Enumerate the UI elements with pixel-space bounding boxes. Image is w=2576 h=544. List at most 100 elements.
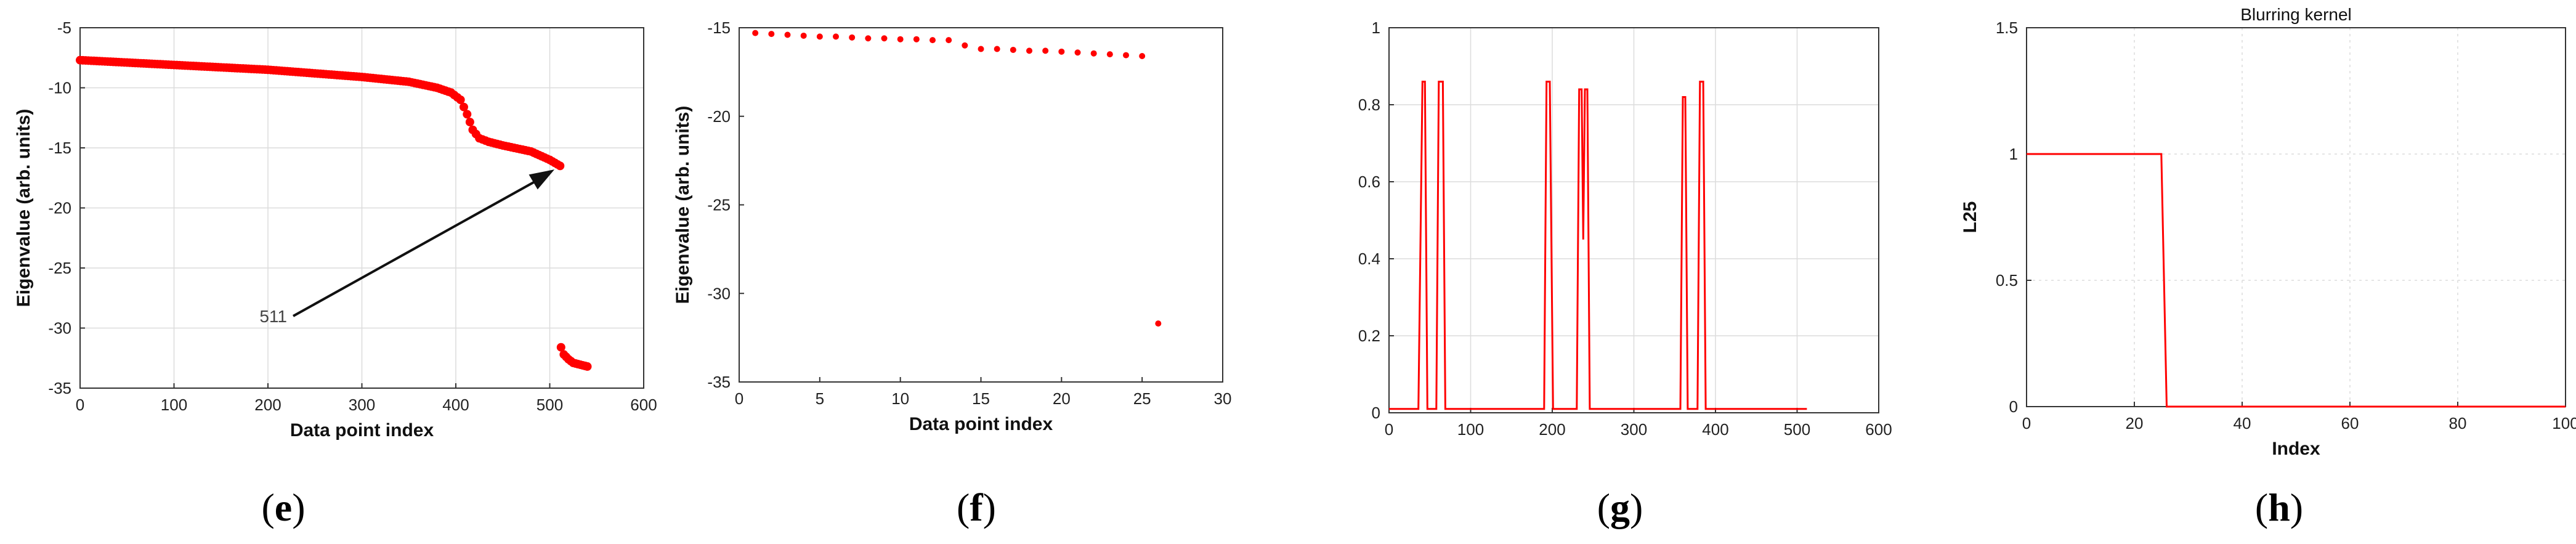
y-tick-label: -15 [48,139,71,157]
data-point [849,34,856,41]
y-tick-label: -20 [707,107,731,126]
y-tick-label: 0.8 [1358,95,1380,114]
data-point [768,31,775,38]
data-point [1123,52,1129,59]
data-point [556,161,565,171]
panel-tag-letter: f [970,485,983,529]
panel-tag: (h) [2255,485,2303,529]
panel-tag-letter: e [275,485,292,529]
y-tick-label: 0 [1372,404,1380,422]
data-point [962,42,968,49]
data-point [1074,49,1081,56]
panel-tag-close: ) [983,485,996,529]
plot-title: Blurring kernel [2240,5,2352,24]
panel-tag-letter: g [1610,485,1630,529]
y-tick-label: 0.5 [1996,271,2018,290]
x-tick-label: 0 [735,389,743,408]
data-point [930,37,936,44]
y-tick-label: 1 [1372,18,1380,37]
y-tick-label: -35 [48,379,71,397]
panel-tag-close: ) [1630,485,1643,529]
x-tick-label: 30 [1214,389,1232,408]
y-tick-label: -5 [57,18,71,37]
series-line [2027,153,2566,408]
y-tick-label: 0.4 [1358,250,1380,268]
plot-area [2027,28,2566,407]
x-tick-label: 60 [2341,414,2359,432]
data-point [1026,47,1032,54]
data-point [459,102,468,112]
x-tick-label: 25 [1133,389,1151,408]
panel-g: 0 100 200 300 400 500 600 0 0.2 0.4 0.6 0.8 1 (g) [1358,18,1892,529]
panel-tag: (g) [1597,485,1643,529]
data-point [913,36,920,43]
data-point [1139,53,1146,59]
x-tick-label: 100 [1457,420,1484,439]
y-tick-label: -35 [707,373,731,391]
panel-tag-close: ) [2290,485,2303,529]
y-axis-label: Eigenvalue (arb. units) [14,109,34,307]
y-tick-label: -25 [707,196,731,214]
data-point [752,30,759,36]
panel-tag-open: ( [957,485,970,529]
data-point [1058,48,1065,55]
y-tick-label: -10 [48,79,71,97]
y-tick-label: -30 [48,319,71,338]
panel-tag-open: ( [261,485,274,529]
plot-area [739,28,1223,382]
y-tick-label: 0.6 [1358,173,1380,191]
x-tick-label: 100 [2552,414,2576,432]
data-point [1042,47,1049,54]
data-point [784,31,791,38]
x-tick-label: 20 [2126,414,2144,432]
panel-tag-open: ( [2255,485,2268,529]
data-point [881,35,888,42]
annotation-label: 511 [259,307,287,326]
data-point [456,95,465,104]
x-tick-label: 10 [891,389,909,408]
series-line [1389,81,1807,410]
panel-e: 0 100 200 300 400 500 600 -5 -10 -15 -20 -25 -30 -35 D… [14,18,657,529]
data-point [1090,50,1097,57]
annotation-arrow-head [529,169,555,190]
data-point [978,46,984,52]
panel-tag: (f) [957,485,996,529]
x-tick-label: 400 [1702,420,1728,439]
x-tick-label: 0 [2022,414,2031,432]
x-tick-label: 20 [1053,389,1071,408]
data-point [865,35,872,42]
y-tick-label: -30 [707,284,731,302]
x-tick-label: 400 [442,396,469,414]
data-point [465,118,474,127]
x-tick-label: 600 [1865,420,1892,439]
panel-h: 0 20 40 60 80 100 0 0.5 1 1.5 Index L25 Blurring ker… [1960,5,2576,529]
y-tick-label: 1 [2009,145,2018,163]
data-point [946,37,952,44]
panel-tag: (e) [261,485,305,529]
data-point [583,362,592,371]
x-tick-label: 300 [1621,420,1647,439]
data-point [463,110,472,119]
x-tick-label: 40 [2234,414,2251,432]
data-point [1155,320,1162,327]
panel-tag-close: ) [292,485,305,529]
panel-f: 0 5 10 15 20 25 30 -15 -20 -25 -30 -35 Data point in… [673,18,1231,529]
y-tick-label: -20 [48,199,71,217]
data-point [1106,51,1113,58]
x-tick-label: 80 [2449,414,2467,432]
data-point [556,343,565,352]
y-axis-label: L25 [1960,201,1980,233]
annotation-arrow-shaft [293,176,545,317]
y-tick-label: 1.5 [1996,18,2018,37]
data-point [994,46,1000,52]
y-tick-label: -15 [707,18,731,37]
x-tick-label: 100 [161,396,187,414]
x-tick-label: 0 [1385,420,1393,439]
data-point [800,32,807,39]
x-axis-label: Data point index [290,420,434,440]
x-tick-label: 15 [972,389,990,408]
data-point [833,33,839,40]
data-point [1010,46,1016,53]
x-tick-label: 600 [630,396,657,414]
